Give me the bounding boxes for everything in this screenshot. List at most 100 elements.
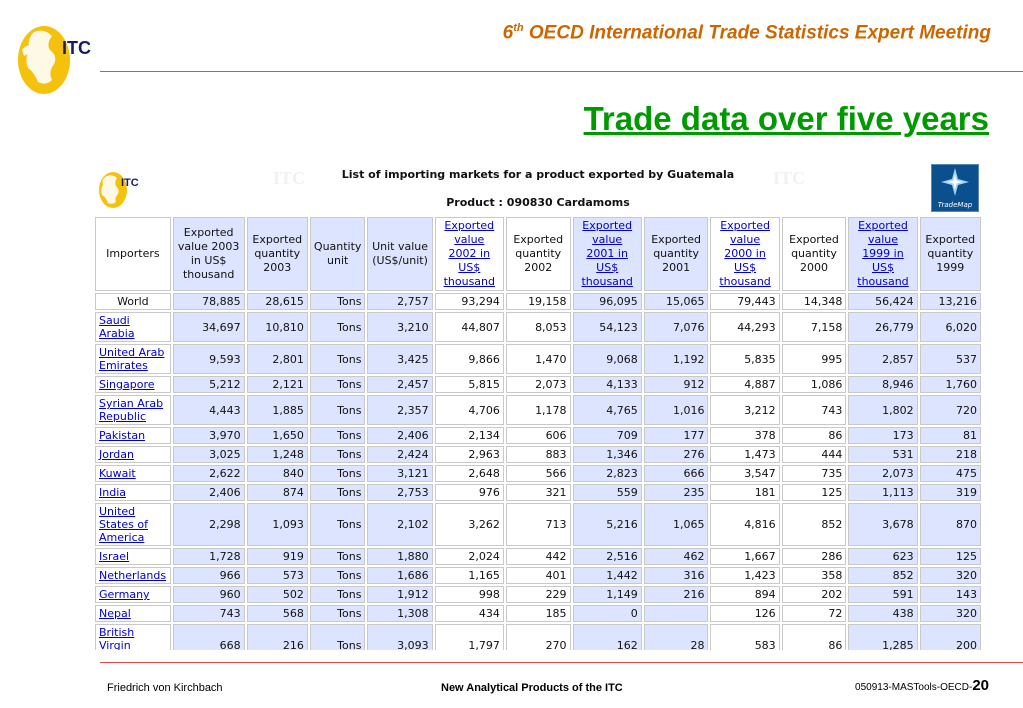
- footer-author: Friedrich von Kirchbach: [107, 682, 223, 694]
- importing-markets-table: Importers Exported value 2003 in US$ thou…: [93, 215, 983, 650]
- value-cell: 2,622: [172, 465, 245, 482]
- value-cell: 143: [919, 586, 981, 603]
- value-cell: 2,134: [434, 427, 504, 444]
- column-header-label: Exported quantity 2002: [513, 233, 564, 274]
- importer-link[interactable]: Jordan: [99, 448, 134, 461]
- column-header-link[interactable]: Exported value 2002 in US$ thousand: [443, 219, 495, 288]
- importer-link[interactable]: Netherlands: [99, 569, 167, 582]
- value-cell: 44,293: [710, 312, 780, 342]
- importer-link[interactable]: United States of America: [99, 505, 148, 544]
- value-cell: 438: [848, 605, 918, 622]
- value-cell: 1,308: [367, 605, 433, 622]
- value-cell: Tons: [309, 312, 366, 342]
- trademap-logo[interactable]: TradeMap: [931, 164, 979, 212]
- value-cell: 1,016: [643, 395, 709, 425]
- value-cell: 229: [505, 586, 571, 603]
- value-cell: 966: [172, 567, 245, 584]
- importer-cell[interactable]: Saudi Arabia: [95, 312, 171, 342]
- value-cell: 34,697: [172, 312, 245, 342]
- value-cell: 3,678: [848, 503, 918, 546]
- importer-cell[interactable]: Netherlands: [95, 567, 171, 584]
- table-row: Israel 1,728 919 Tons 1,880 2,024 442 2,516 462 1…: [95, 548, 981, 565]
- list-heading: List of importing markets for a product …: [341, 168, 735, 181]
- table-row: Nepal 743 568 Tons 1,308 434 185 0 126 72 438 320: [95, 605, 981, 622]
- value-cell: 320: [919, 605, 981, 622]
- value-cell: 86: [781, 624, 847, 650]
- value-cell: Tons: [309, 376, 366, 393]
- importer-link[interactable]: Nepal: [99, 607, 131, 620]
- value-cell: 912: [643, 376, 709, 393]
- value-cell: 14,348: [781, 293, 847, 310]
- value-cell: 316: [643, 567, 709, 584]
- importer-cell[interactable]: United States of America: [95, 503, 171, 546]
- value-cell: 28: [643, 624, 709, 650]
- value-cell: 15,065: [643, 293, 709, 310]
- product-line: Product : 090830 Cardamoms: [446, 196, 630, 209]
- column-header-link[interactable]: Exported value 2000 in US$ thousand: [719, 219, 771, 288]
- value-cell: 1,178: [505, 395, 571, 425]
- importer-cell[interactable]: Germany: [95, 586, 171, 603]
- table-row: Syrian Arab Republic 4,443 1,885 Tons 2,357 4…: [95, 395, 981, 425]
- importer-link[interactable]: Pakistan: [99, 429, 146, 442]
- value-cell: 358: [781, 567, 847, 584]
- value-cell: 502: [246, 586, 308, 603]
- value-cell: 852: [848, 567, 918, 584]
- value-cell: 1,802: [848, 395, 918, 425]
- importer-link[interactable]: British Virgin Islands: [99, 626, 135, 650]
- value-cell: 1,473: [710, 446, 780, 463]
- value-cell: 4,706: [434, 395, 504, 425]
- importer-link[interactable]: Syrian Arab Republic: [99, 397, 164, 423]
- value-cell: 566: [505, 465, 571, 482]
- value-cell: 1,086: [781, 376, 847, 393]
- importer-link[interactable]: Saudi Arabia: [99, 314, 135, 340]
- importer-link[interactable]: Germany: [99, 588, 150, 601]
- importer-cell[interactable]: Jordan: [95, 446, 171, 463]
- value-cell: 78,885: [172, 293, 245, 310]
- value-cell: 8,946: [848, 376, 918, 393]
- value-cell: 7,158: [781, 312, 847, 342]
- header-divider: [100, 71, 1023, 72]
- column-header[interactable]: Exported value 2002 in US$ thousand: [434, 217, 504, 291]
- importer-cell[interactable]: Israel: [95, 548, 171, 565]
- column-header-link[interactable]: Exported value 1999 in US$ thousand: [857, 219, 909, 288]
- value-cell: 4,443: [172, 395, 245, 425]
- value-cell: 216: [246, 624, 308, 650]
- importer-link[interactable]: India: [99, 486, 126, 499]
- column-header: Exported quantity 1999: [919, 217, 981, 291]
- importer-link[interactable]: Kuwait: [99, 467, 136, 480]
- column-header-link[interactable]: Exported value 2001 in US$ thousand: [581, 219, 633, 288]
- value-cell: 4,816: [710, 503, 780, 546]
- value-cell: 19,158: [505, 293, 571, 310]
- importer-cell[interactable]: India: [95, 484, 171, 501]
- table-row: Jordan 3,025 1,248 Tons 2,424 2,963 883 1,346 27…: [95, 446, 981, 463]
- column-header[interactable]: Exported value 1999 in US$ thousand: [848, 217, 918, 291]
- value-cell: Tons: [309, 586, 366, 603]
- importer-cell[interactable]: Syrian Arab Republic: [95, 395, 171, 425]
- value-cell: 883: [505, 446, 571, 463]
- value-cell: 1,912: [367, 586, 433, 603]
- value-cell: 1,065: [643, 503, 709, 546]
- importer-cell[interactable]: Nepal: [95, 605, 171, 622]
- value-cell: 998: [434, 586, 504, 603]
- column-header[interactable]: Exported value 2001 in US$ thousand: [572, 217, 642, 291]
- value-cell: 6,020: [919, 312, 981, 342]
- importer-cell[interactable]: British Virgin Islands: [95, 624, 171, 650]
- value-cell: 668: [172, 624, 245, 650]
- value-cell: 2,757: [367, 293, 433, 310]
- importer-cell[interactable]: United Arab Emirates: [95, 344, 171, 374]
- importer-link[interactable]: Israel: [99, 550, 130, 563]
- value-cell: 840: [246, 465, 308, 482]
- column-header[interactable]: Exported value 2000 in US$ thousand: [710, 217, 780, 291]
- importer-cell[interactable]: Singapore: [95, 376, 171, 393]
- importer-link[interactable]: Singapore: [99, 378, 155, 391]
- importer-cell[interactable]: Kuwait: [95, 465, 171, 482]
- value-cell: 1,149: [572, 586, 642, 603]
- importer-cell[interactable]: Pakistan: [95, 427, 171, 444]
- value-cell: 320: [919, 567, 981, 584]
- column-header: Importers: [95, 217, 171, 291]
- value-cell: 3,212: [710, 395, 780, 425]
- value-cell: Tons: [309, 446, 366, 463]
- importer-link[interactable]: United Arab Emirates: [99, 346, 165, 372]
- value-cell: 185: [505, 605, 571, 622]
- svg-text:ITC: ITC: [121, 177, 139, 189]
